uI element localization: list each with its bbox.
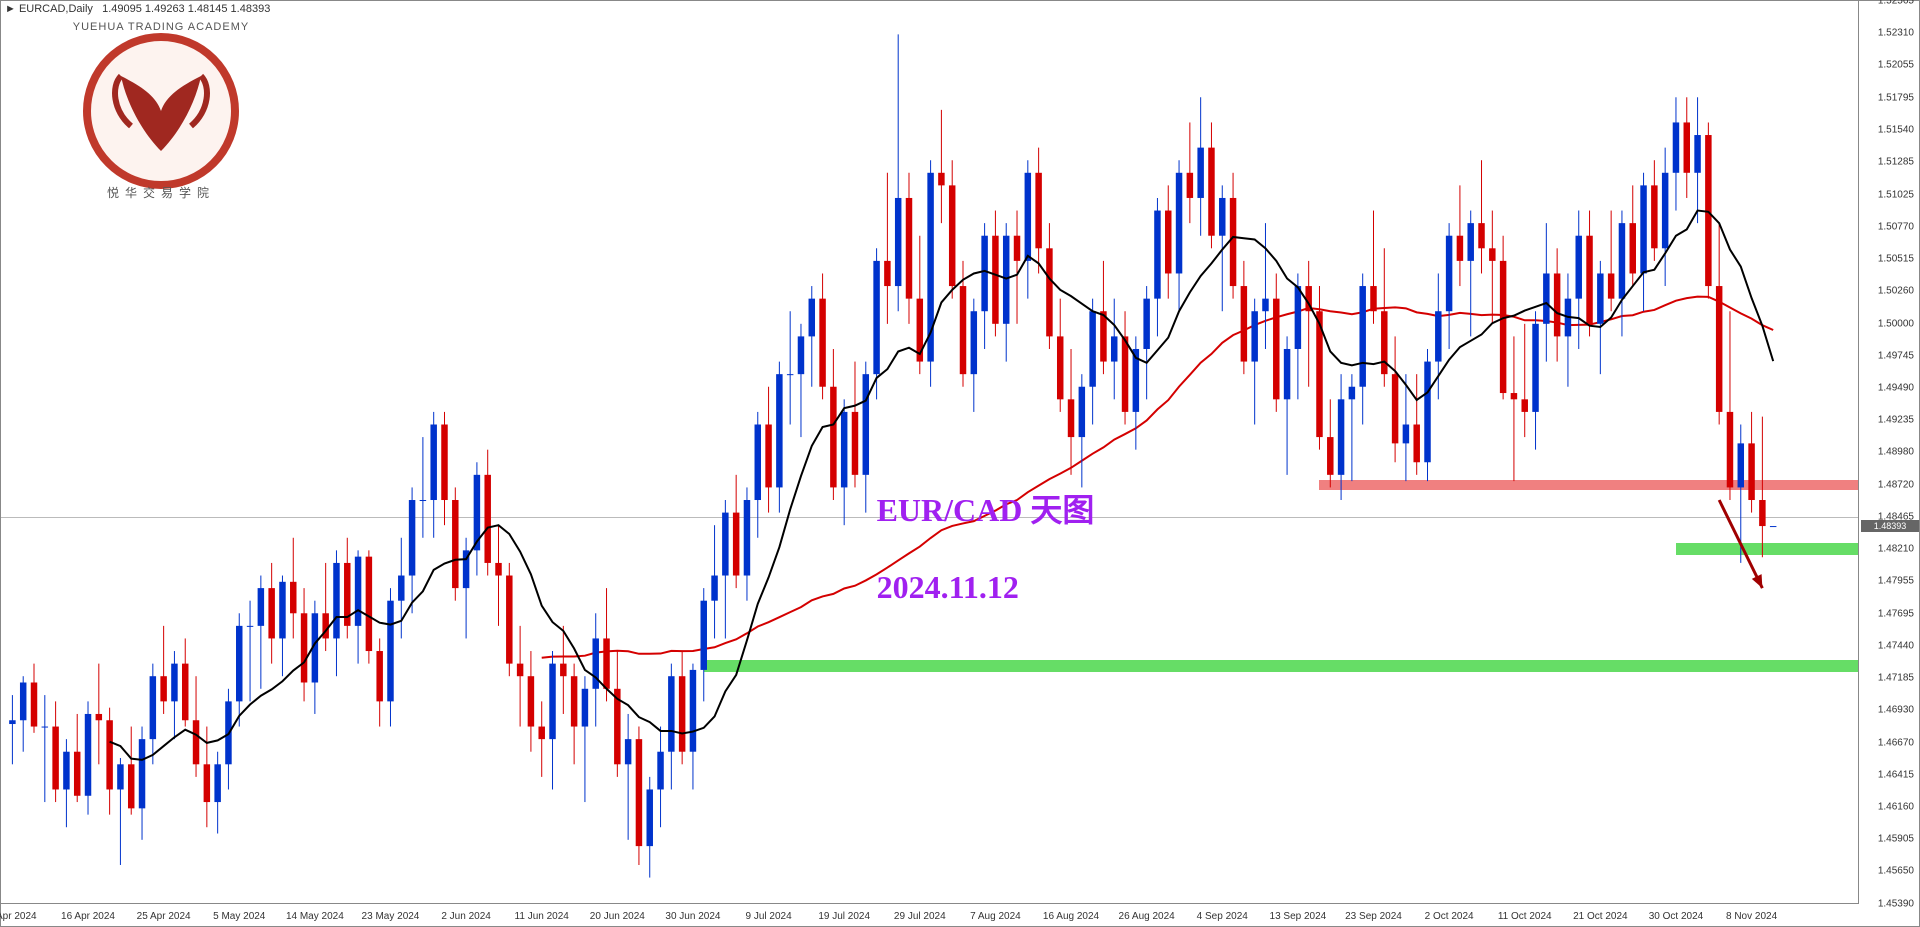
y-tick-label: 1.48980 — [1878, 447, 1914, 458]
x-tick-label: 30 Oct 2024 — [1649, 911, 1703, 922]
y-tick-label: 1.46160 — [1878, 802, 1914, 813]
y-tick-label: 1.51025 — [1878, 189, 1914, 200]
y-tick-label: 1.50000 — [1878, 318, 1914, 329]
y-tick-label: 1.45390 — [1878, 899, 1914, 910]
x-tick-label: 16 Aug 2024 — [1043, 911, 1099, 922]
x-tick-label: 11 Jun 2024 — [515, 911, 569, 922]
y-tick-label: 1.51285 — [1878, 157, 1914, 168]
logo-ring — [83, 33, 239, 189]
logo-top-text: YUEHUA TRADING ACADEMY — [71, 21, 251, 33]
y-tick-label: 1.52310 — [1878, 28, 1914, 39]
x-tick-label: 5 May 2024 — [213, 911, 265, 922]
y-tick-label: 1.47185 — [1878, 673, 1914, 684]
y-tick-label: 1.46415 — [1878, 770, 1914, 781]
x-tick-label: 19 Jul 2024 — [818, 911, 870, 922]
y-tick-label: 1.50515 — [1878, 254, 1914, 265]
x-tick-label: 23 Sep 2024 — [1345, 911, 1402, 922]
y-tick-label: 1.51540 — [1878, 125, 1914, 136]
x-tick-label: 23 May 2024 — [362, 911, 420, 922]
x-tick-label: 9 Jul 2024 — [745, 911, 791, 922]
y-tick-label: 1.47440 — [1878, 641, 1914, 652]
chart-area[interactable]: EUR/CAD 天图 2024.11.12 — [1, 1, 1859, 904]
x-tick-label: 21 Oct 2024 — [1573, 911, 1627, 922]
y-tick-label: 1.46930 — [1878, 705, 1914, 716]
x-tick-label: 30 Jun 2024 — [665, 911, 720, 922]
y-axis: 1.52565 1.52310 1.52055 1.51795 1.51540 1.512… — [1858, 1, 1919, 904]
x-axis: 7 Apr 2024 16 Apr 2024 25 Apr 2024 5 May 20… — [1, 903, 1859, 926]
y-tick-label: 1.47955 — [1878, 576, 1914, 587]
chart-title-overlay: EUR/CAD 天图 — [877, 485, 1095, 531]
y-tick-label: 1.52055 — [1878, 60, 1914, 71]
y-tick-label: 1.49490 — [1878, 383, 1914, 394]
y-tick-label: 1.46670 — [1878, 737, 1914, 748]
y-tick-label: 1.48210 — [1878, 544, 1914, 555]
y-tick-label: 1.48720 — [1878, 479, 1914, 490]
chart-date-overlay: 2024.11.12 — [877, 569, 1019, 606]
x-tick-label: 14 May 2024 — [286, 911, 344, 922]
y-tick-label: 1.52565 — [1878, 0, 1914, 7]
x-tick-label: 7 Apr 2024 — [0, 911, 37, 922]
x-tick-label: 26 Aug 2024 — [1119, 911, 1175, 922]
x-tick-label: 4 Sep 2024 — [1197, 911, 1248, 922]
y-tick-label: 1.47695 — [1878, 608, 1914, 619]
academy-logo: YUEHUA TRADING ACADEMY 悦华交易学院 — [71, 21, 251, 201]
x-tick-label: 7 Aug 2024 — [970, 911, 1021, 922]
y-tick-label: 1.49235 — [1878, 415, 1914, 426]
logo-bottom-text: 悦华交易学院 — [71, 184, 251, 201]
x-tick-label: 2 Jun 2024 — [441, 911, 491, 922]
x-tick-label: 25 Apr 2024 — [137, 911, 191, 922]
x-tick-label: 13 Sep 2024 — [1270, 911, 1327, 922]
y-tick-label: 1.49745 — [1878, 350, 1914, 361]
chart-window: ► EURCAD,Daily 1.49095 1.49263 1.48145 1… — [0, 0, 1920, 927]
current-price-label: 1.48393 — [1861, 520, 1919, 532]
y-tick-label: 1.45905 — [1878, 834, 1914, 845]
x-tick-label: 29 Jul 2024 — [894, 911, 946, 922]
y-tick-label: 1.50770 — [1878, 221, 1914, 232]
x-tick-label: 20 Jun 2024 — [590, 911, 645, 922]
y-tick-label: 1.50260 — [1878, 286, 1914, 297]
x-tick-label: 8 Nov 2024 — [1726, 911, 1777, 922]
x-tick-label: 11 Oct 2024 — [1498, 911, 1552, 922]
x-tick-label: 2 Oct 2024 — [1425, 911, 1474, 922]
y-tick-label: 1.51795 — [1878, 92, 1914, 103]
y-tick-label: 1.45650 — [1878, 866, 1914, 877]
x-tick-label: 16 Apr 2024 — [61, 911, 115, 922]
